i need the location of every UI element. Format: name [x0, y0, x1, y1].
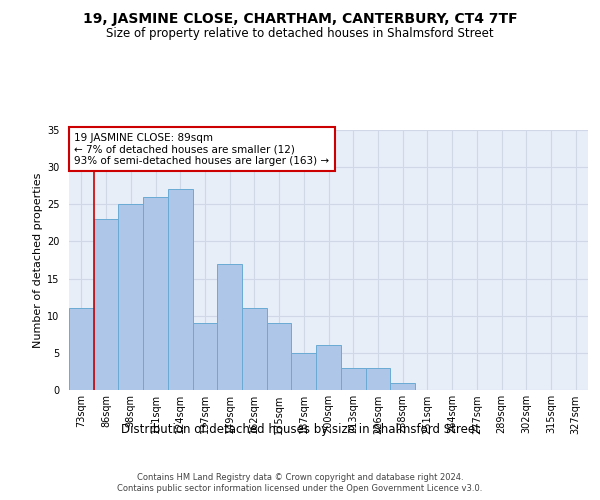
Bar [168, 190, 193, 390]
Bar [365, 368, 390, 390]
Text: 19 JASMINE CLOSE: 89sqm
← 7% of detached houses are smaller (12)
93% of semi-det: 19 JASMINE CLOSE: 89sqm ← 7% of detached… [74, 132, 329, 166]
Text: Contains HM Land Registry data © Crown copyright and database right 2024.: Contains HM Land Registry data © Crown c… [137, 472, 463, 482]
Bar [143, 197, 168, 390]
Bar [267, 323, 292, 390]
Bar [292, 353, 316, 390]
Text: 19, JASMINE CLOSE, CHARTHAM, CANTERBURY, CT4 7TF: 19, JASMINE CLOSE, CHARTHAM, CANTERBURY,… [83, 12, 517, 26]
Text: Distribution of detached houses by size in Shalmsford Street: Distribution of detached houses by size … [121, 422, 479, 436]
Text: Size of property relative to detached houses in Shalmsford Street: Size of property relative to detached ho… [106, 28, 494, 40]
Text: Contains public sector information licensed under the Open Government Licence v3: Contains public sector information licen… [118, 484, 482, 493]
Bar [94, 219, 118, 390]
Y-axis label: Number of detached properties: Number of detached properties [32, 172, 43, 348]
Bar [69, 308, 94, 390]
Bar [341, 368, 365, 390]
Bar [316, 346, 341, 390]
Bar [242, 308, 267, 390]
Bar [390, 382, 415, 390]
Bar [193, 323, 217, 390]
Bar [217, 264, 242, 390]
Bar [118, 204, 143, 390]
